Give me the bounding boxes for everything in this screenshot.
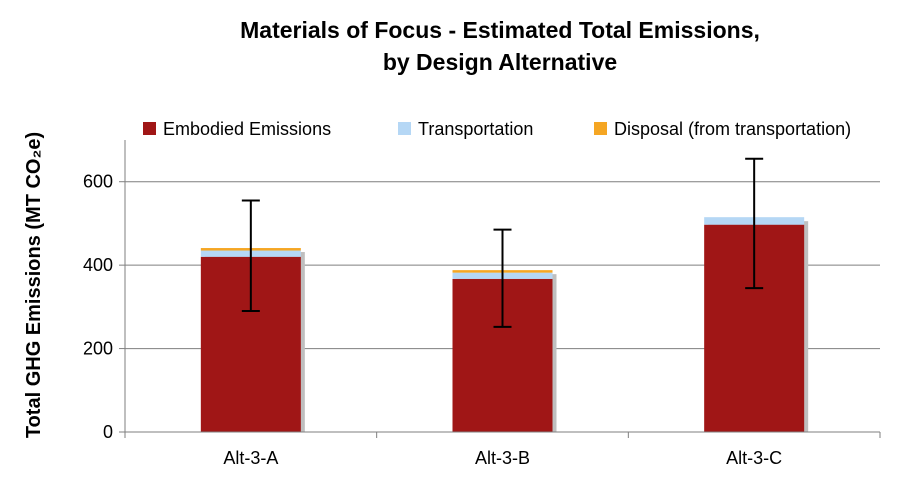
legend-label: Disposal (from transportation) [614,119,851,139]
x-tick-label: Alt-3-B [475,448,530,468]
legend-swatch [594,122,607,135]
y-tick-label: 200 [83,339,113,359]
x-tick-label: Alt-3-A [223,448,278,468]
legend: Embodied Emissions Transportation Disposal… [143,119,851,139]
y-tick-label: 600 [83,172,113,192]
legend-swatch [398,122,411,135]
x-tick-label: Alt-3-C [726,448,782,468]
axes [124,140,881,438]
chart-title-line2: by Design Alternative [383,49,617,75]
legend-label: Transportation [418,119,533,139]
legend-label: Embodied Emissions [163,119,331,139]
y-tick-label: 0 [103,422,113,442]
legend-swatch [143,122,156,135]
y-tick-labels: 0 200 400 600 [83,172,113,442]
y-axis-label: Total GHG Emissions (MT CO₂e) [23,132,45,438]
chart-title-line1: Materials of Focus - Estimated Total Emi… [240,17,760,43]
bars [200,217,809,432]
error-bars [241,157,764,328]
x-tick-labels: Alt-3-A Alt-3-B Alt-3-C [223,448,782,468]
y-tick-label: 400 [83,255,113,275]
